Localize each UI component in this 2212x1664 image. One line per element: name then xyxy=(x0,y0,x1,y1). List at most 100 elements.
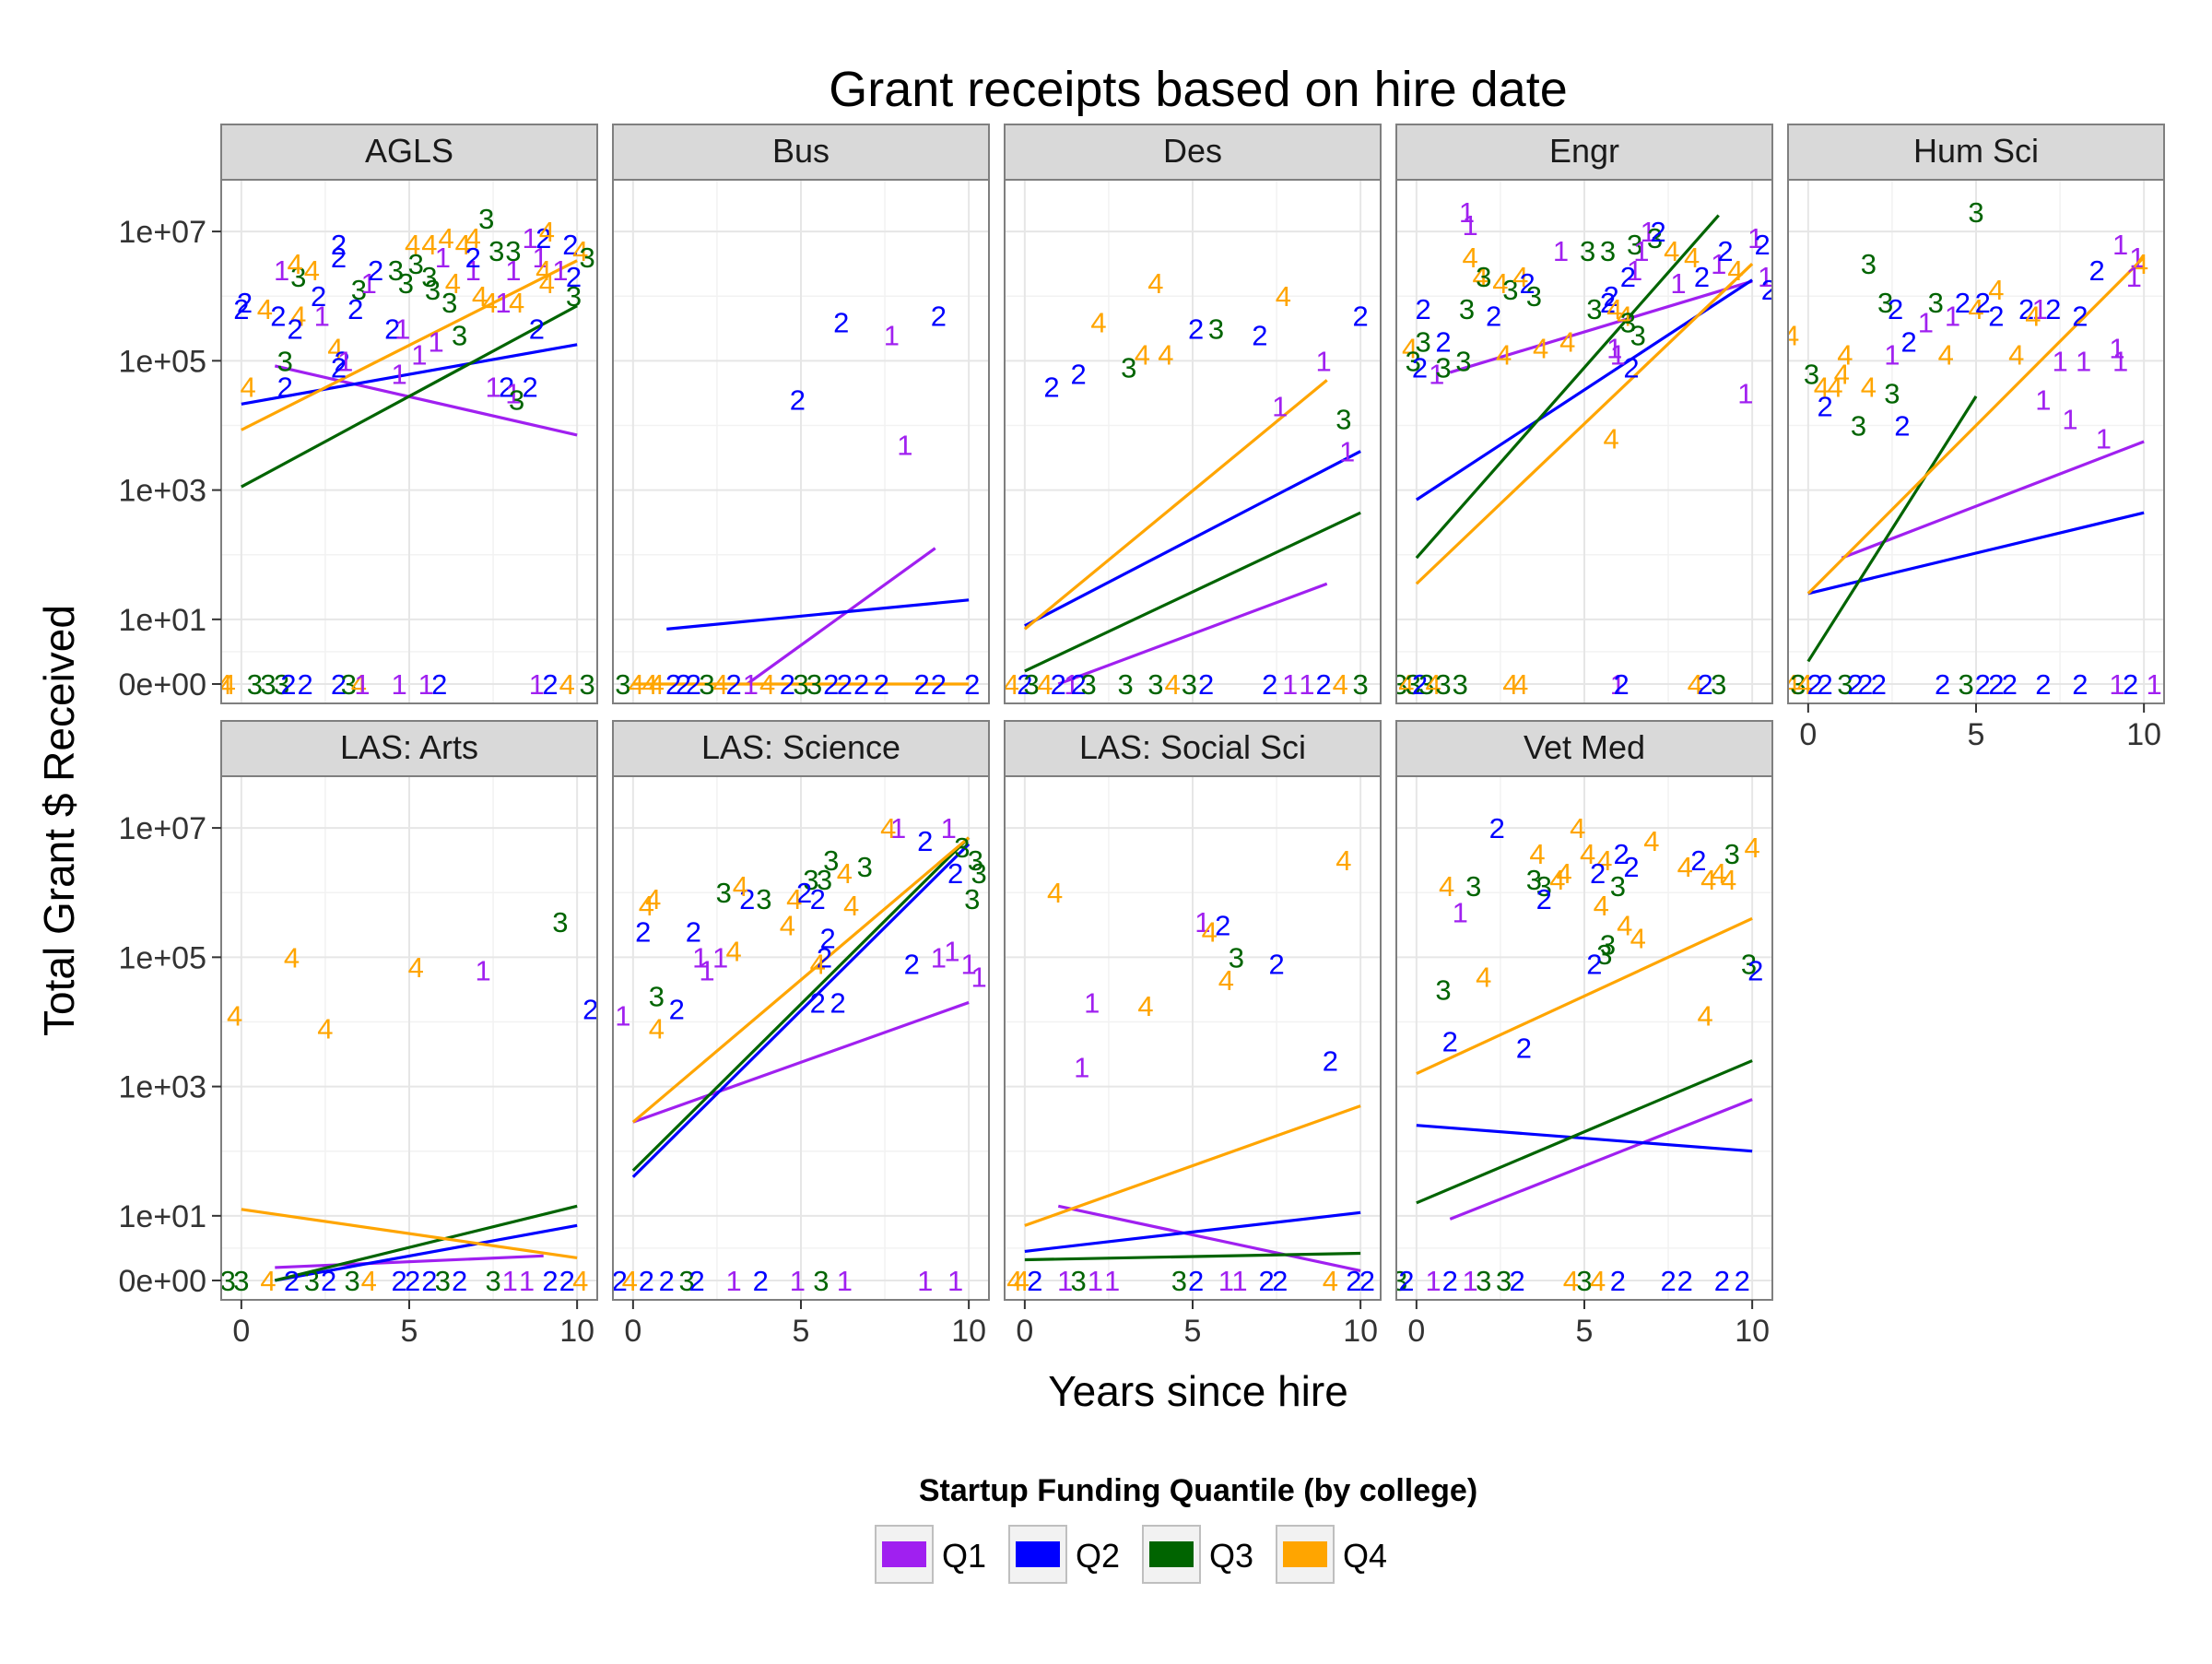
fit-line-q3 xyxy=(1024,511,1361,673)
data-point-label: 4 xyxy=(317,1012,333,1044)
data-point-label: 3 xyxy=(803,864,818,896)
data-point-label: 2 xyxy=(1660,1265,1676,1297)
data-point-label: 4 xyxy=(629,668,644,701)
y-tick-label: 1e+07 xyxy=(119,811,207,846)
data-point-label: 2 xyxy=(1188,313,1204,345)
data-point-label: 4 xyxy=(1968,293,1983,325)
data-point-label: 3 xyxy=(971,857,986,890)
data-point-label: 1 xyxy=(1064,668,1079,701)
x-axis-label: Years since hire xyxy=(1048,1367,1348,1415)
data-point-label: 3 xyxy=(509,384,524,416)
data-point-label: 2 xyxy=(1510,1265,1525,1297)
data-point-label: 1 xyxy=(1884,338,1900,371)
data-point-label: 3 xyxy=(1610,870,1626,903)
data-point-label: 2 xyxy=(2002,668,2018,701)
data-point-label: 2 xyxy=(1486,300,1501,332)
data-point-label: 4 xyxy=(1684,242,1700,274)
data-point-label: 2 xyxy=(1252,319,1267,351)
data-point-label: 3 xyxy=(233,1265,249,1297)
data-point-label: 2 xyxy=(237,287,253,319)
data-point-label: 1 xyxy=(1084,986,1100,1019)
data-point-label: 4 xyxy=(1502,668,1518,701)
data-point-label: 4 xyxy=(535,254,551,287)
legend-label: Q4 xyxy=(1343,1537,1387,1575)
data-point-label: 2 xyxy=(421,1265,437,1297)
data-point-label: 3 xyxy=(968,844,983,877)
data-point-label: 4 xyxy=(1938,338,1954,371)
panel-border xyxy=(1395,179,1773,704)
data-point-label: 4 xyxy=(1425,668,1441,701)
data-point-label: 1 xyxy=(2129,242,2145,274)
fit-line-q1 xyxy=(1449,279,1753,374)
facet-strip xyxy=(1787,124,2165,181)
data-point-label: 1 xyxy=(1747,222,1763,254)
data-point-label: 3 xyxy=(304,1265,320,1297)
data-point-label: 2 xyxy=(1198,668,1214,701)
data-point-label: 1 xyxy=(523,222,538,254)
data-point-label: 4 xyxy=(880,812,896,844)
x-tick-label: 10 xyxy=(559,1314,594,1349)
data-point-label: 2 xyxy=(331,229,347,261)
data-point-label: 1 xyxy=(897,430,912,462)
x-tick-label: 10 xyxy=(1343,1314,1378,1349)
data-point-label: 4 xyxy=(572,1265,588,1297)
data-point-label: 2 xyxy=(331,668,347,701)
data-point-label: 2 xyxy=(612,1265,628,1297)
data-point-label: 2 xyxy=(2072,300,2088,332)
fit-line-q3 xyxy=(1416,1059,1753,1205)
data-point-label: 2 xyxy=(2045,293,2061,325)
data-point-label: 3 xyxy=(756,883,771,915)
data-point-label: 4 xyxy=(1463,242,1478,274)
data-point-label: 2 xyxy=(1398,1265,1414,1297)
data-point-label: 1 xyxy=(961,948,977,980)
data-point-label: 3 xyxy=(954,832,970,864)
data-point-label: 4 xyxy=(1512,668,1528,701)
data-point-label: 2 xyxy=(1847,668,1863,701)
data-point-label: 1 xyxy=(947,1265,963,1297)
data-point-label: 4 xyxy=(1677,851,1693,883)
data-point-label: 2 xyxy=(1871,668,1887,701)
data-point-label: 2 xyxy=(1215,909,1230,941)
data-point-label: 3 xyxy=(1335,403,1351,435)
data-point-label: 3 xyxy=(277,345,293,377)
fit-line-q4 xyxy=(631,836,971,1124)
data-point-label: 3 xyxy=(1600,235,1616,267)
data-point-label: 2 xyxy=(2089,254,2105,287)
data-point-label: 1 xyxy=(743,668,759,701)
y-axis-label: Total Grant $ Received xyxy=(35,605,83,1036)
data-point-label: 4 xyxy=(639,890,654,922)
data-point-label: 1 xyxy=(1553,235,1569,267)
data-point-label: 3 xyxy=(398,267,414,300)
y-tick-label: 1e+03 xyxy=(119,474,207,509)
data-point-label: 4 xyxy=(1721,864,1736,896)
data-point-label: 1 xyxy=(1627,254,1642,287)
data-point-label: 4 xyxy=(408,951,424,984)
legend-swatch xyxy=(1283,1541,1327,1567)
data-point-label: 4 xyxy=(1476,961,1491,993)
data-point-label: 3 xyxy=(1884,377,1900,409)
data-point-label: 2 xyxy=(1888,293,1903,325)
data-point-label: 2 xyxy=(1315,668,1331,701)
data-point-label: 4 xyxy=(645,883,661,915)
facet-strip xyxy=(1395,720,1773,777)
data-point-label: 1 xyxy=(1670,267,1686,300)
data-point-label: 2 xyxy=(1604,280,1619,313)
data-point-label: 2 xyxy=(2035,668,2051,701)
data-point-label: 2 xyxy=(1017,668,1032,701)
panel-border xyxy=(220,179,598,704)
data-point-label: 4 xyxy=(712,668,728,701)
fit-line-q1 xyxy=(632,1000,970,1124)
data-point-label: 1 xyxy=(2052,345,2067,377)
x-tick-label: 0 xyxy=(1799,717,1817,752)
data-point-label: 2 xyxy=(837,668,853,701)
data-point-label: 1 xyxy=(699,954,714,986)
data-point-label: 2 xyxy=(1747,954,1763,986)
data-point-label: 2 xyxy=(669,993,685,1025)
data-point-label: 3 xyxy=(421,261,437,293)
data-point-label: 2 xyxy=(1988,300,2004,332)
facet-strip-label: LAS: Arts xyxy=(340,728,478,766)
